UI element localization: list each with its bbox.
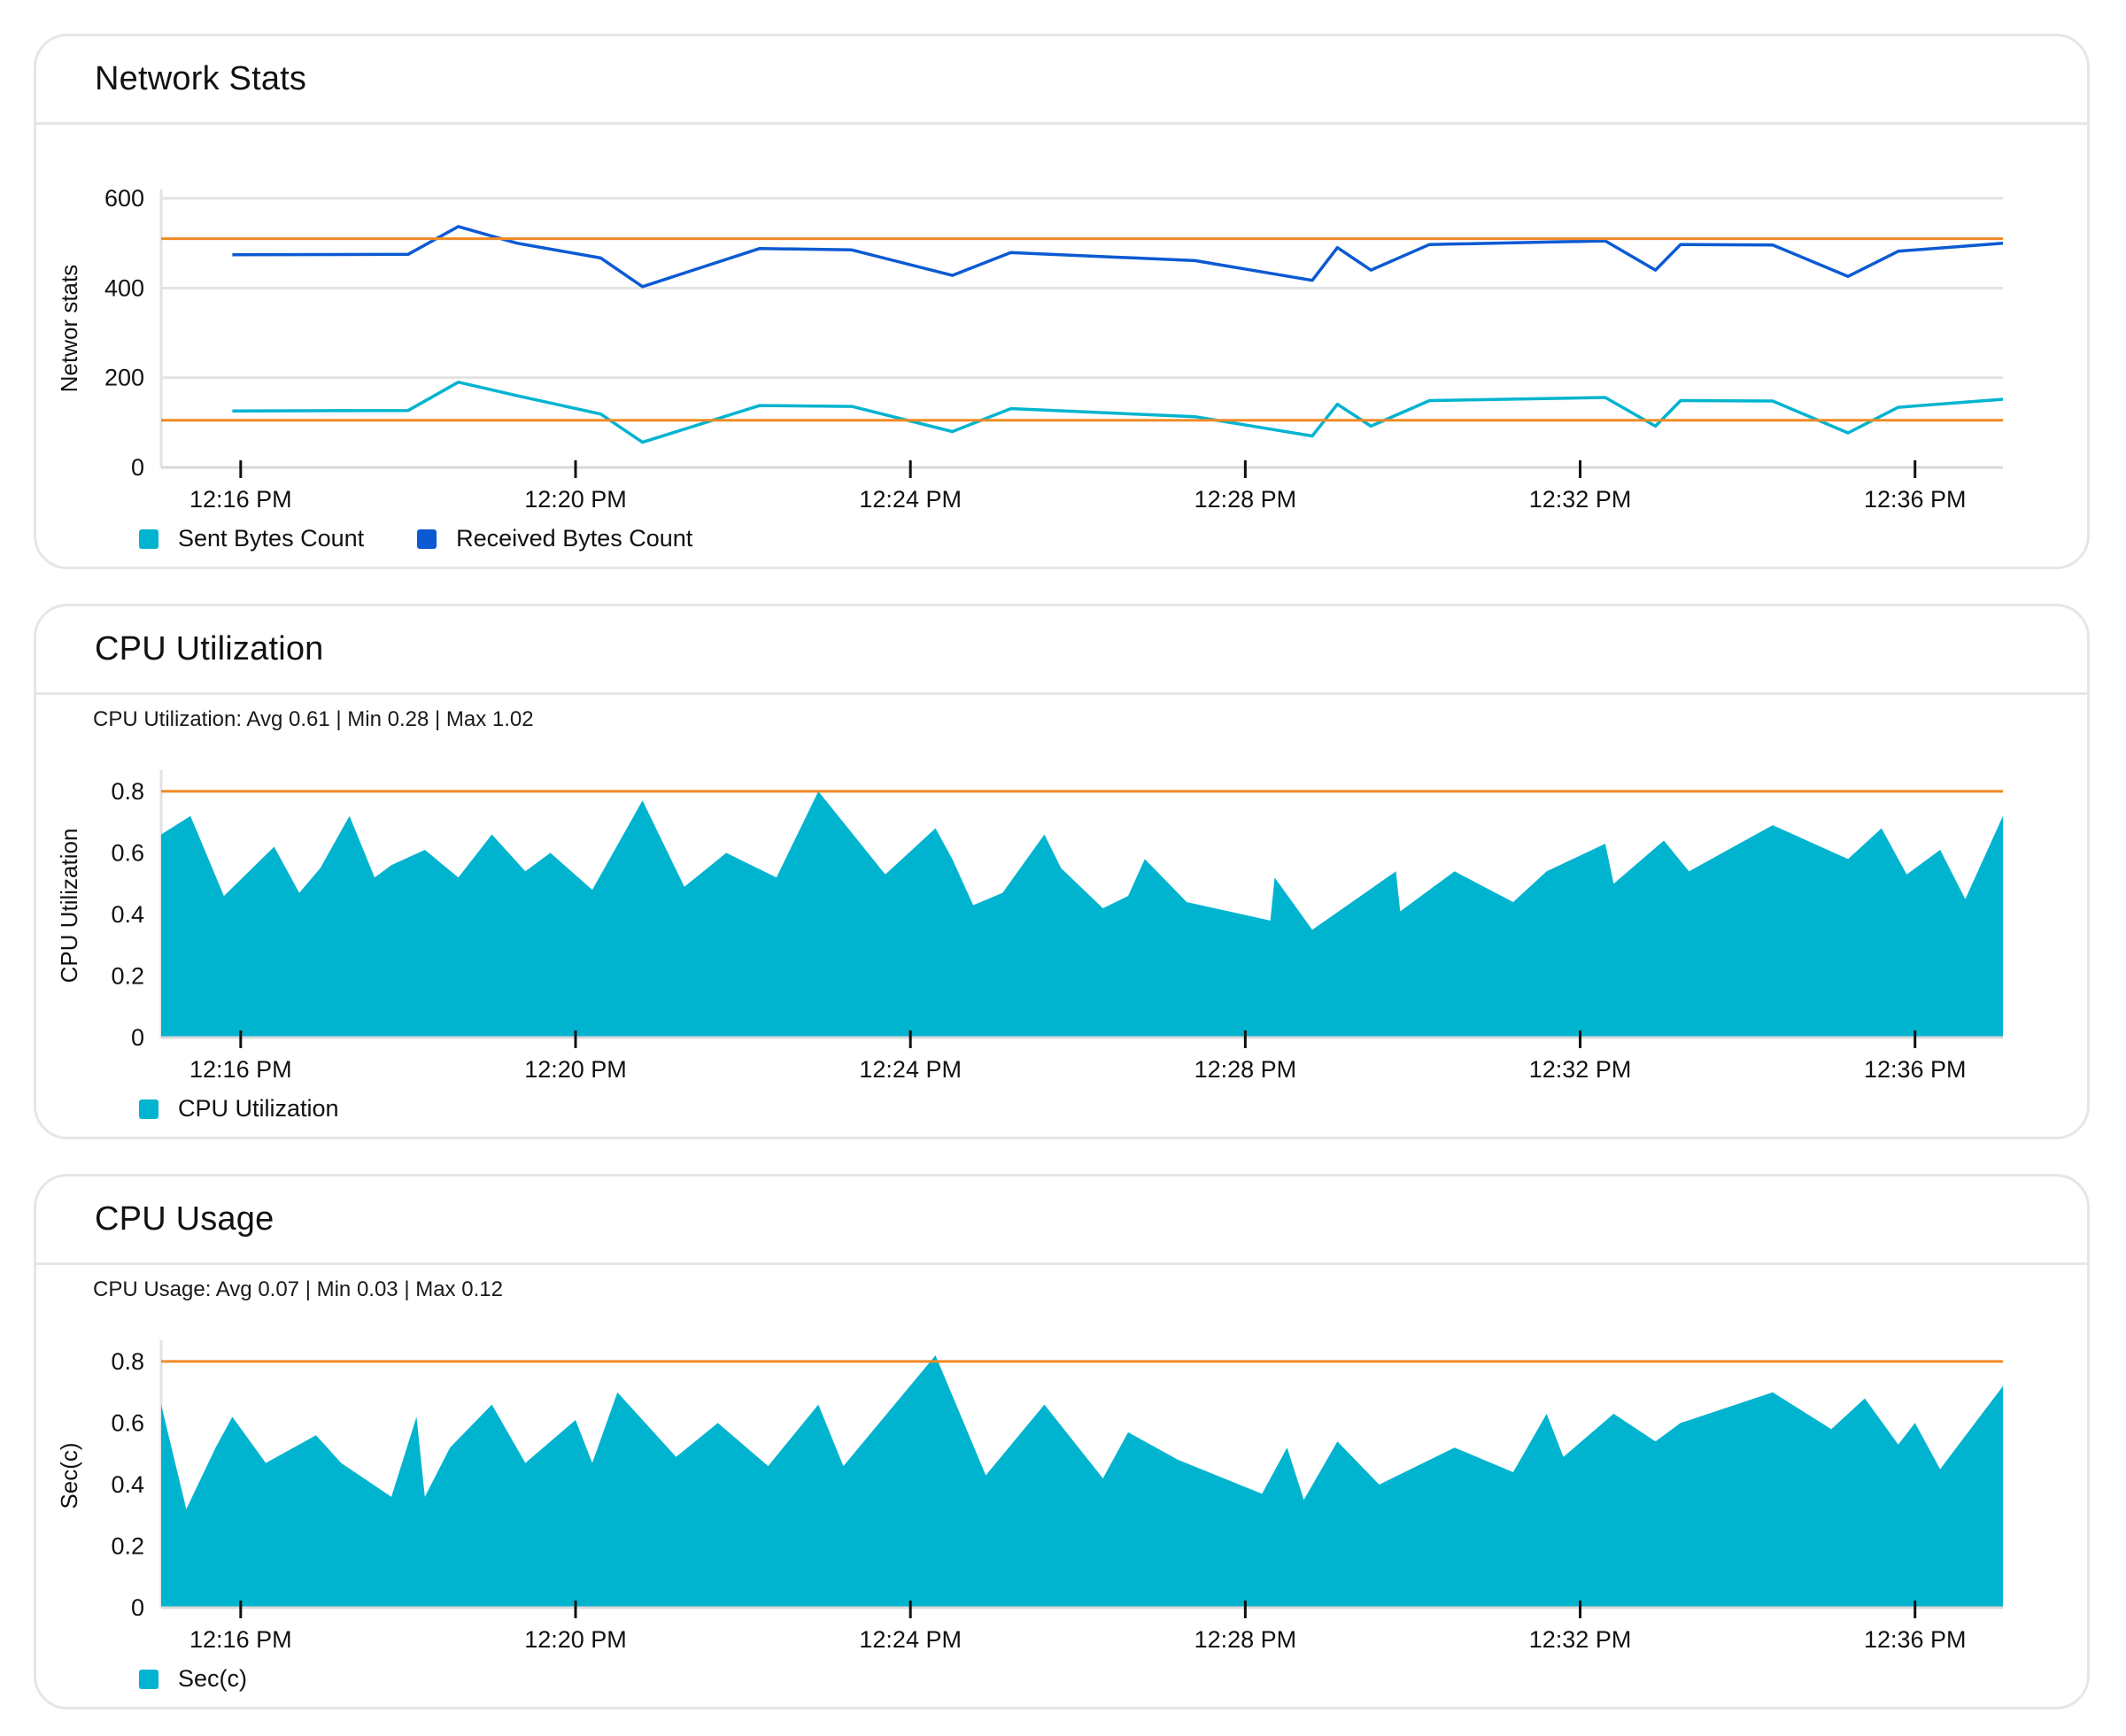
y-axis-title: Sec(c) xyxy=(56,1442,82,1508)
chart-legend: CPU Utilization xyxy=(139,1095,392,1123)
x-tick-label: 12:32 PM xyxy=(1529,1056,1632,1083)
network-stats-chart: 0 200 400 600 12:16 PM 12:20 PM 12:24 PM 12:28 … xyxy=(56,185,2004,513)
y-tick-label: 0.8 xyxy=(111,778,144,805)
x-tick-label: 12:24 PM xyxy=(859,1056,962,1083)
x-tick-label: 12:16 PM xyxy=(189,486,292,513)
y-tick-label: 0.2 xyxy=(111,962,144,989)
legend-label: Received Bytes Count xyxy=(456,525,693,552)
chart-legend: Sec(c) xyxy=(139,1665,300,1693)
y-tick-label: 0 xyxy=(131,1594,144,1621)
area-series xyxy=(161,1355,2003,1608)
y-tick-label: 0 xyxy=(131,454,144,481)
x-tick-label: 12:32 PM xyxy=(1529,1626,1632,1653)
card-header: CPU Utilization xyxy=(36,606,2087,695)
y-tick-label: 0 xyxy=(131,1024,144,1051)
legend-swatch xyxy=(139,529,158,549)
card-header: CPU Usage xyxy=(36,1177,2087,1265)
x-tick-label: 12:36 PM xyxy=(1864,1056,1967,1083)
x-tick-label: 12:24 PM xyxy=(859,1626,962,1653)
chart-legend: Sent Bytes Count Received Bytes Count xyxy=(139,525,746,552)
card-header: Network Stats xyxy=(36,36,2087,125)
y-tick-label: 0.2 xyxy=(111,1532,144,1559)
x-tick-label: 12:28 PM xyxy=(1194,1056,1297,1083)
line-series xyxy=(232,380,2004,444)
y-axis-title: CPU Utilization xyxy=(56,829,82,984)
x-tick-label: 12:16 PM xyxy=(189,1626,292,1653)
card-title: CPU Usage xyxy=(95,1200,274,1238)
x-tick-label: 12:32 PM xyxy=(1529,486,1632,513)
y-tick-label: 400 xyxy=(104,274,144,301)
legend-label: CPU Utilization xyxy=(178,1095,339,1122)
x-tick-label: 12:24 PM xyxy=(859,486,962,513)
legend-item-received-bytes[interactable]: Received Bytes Count xyxy=(417,525,692,552)
x-tick-label: 12:16 PM xyxy=(189,1056,292,1083)
y-axis-title: Networ stats xyxy=(56,265,82,393)
y-tick-label: 0.8 xyxy=(111,1348,144,1375)
chart-summary: CPU Usage: Avg 0.07 | Min 0.03 | Max 0.1… xyxy=(93,1277,503,1301)
legend-label: Sec(c) xyxy=(178,1665,248,1692)
legend-item-cpu-utilization[interactable]: CPU Utilization xyxy=(139,1095,339,1123)
x-tick-label: 12:20 PM xyxy=(524,486,627,513)
legend-swatch xyxy=(139,1099,158,1119)
y-tick-label: 0.4 xyxy=(111,1471,144,1498)
x-tick-label: 12:36 PM xyxy=(1864,1626,1967,1653)
card-title: Network Stats xyxy=(95,60,307,97)
x-tick-label: 12:20 PM xyxy=(524,1626,627,1653)
legend-item-sec-c[interactable]: Sec(c) xyxy=(139,1665,247,1693)
cpu-usage-card: CPU Usage CPU Usage: Avg 0.07 | Min 0.03… xyxy=(34,1174,2090,1709)
y-tick-label: 600 xyxy=(104,185,144,212)
line-series xyxy=(232,225,2004,289)
x-tick-label: 12:28 PM xyxy=(1194,486,1297,513)
chart-summary: CPU Utilization: Avg 0.61 | Min 0.28 | M… xyxy=(93,707,534,731)
card-title: CPU Utilization xyxy=(95,630,324,667)
network-stats-card: Network Stats 0 200 400 600 12:16 PM 12:20 PM… xyxy=(34,34,2090,569)
cpu-utilization-chart: 0 0.2 0.4 0.6 0.8 12:16 PM 12:20 PM 12:24 PM 12:… xyxy=(56,770,2003,1083)
legend-swatch xyxy=(139,1669,158,1689)
x-tick-label: 12:28 PM xyxy=(1194,1626,1297,1653)
cpu-utilization-card: CPU Utilization CPU Utilization: Avg 0.6… xyxy=(34,604,2090,1139)
y-tick-label: 200 xyxy=(104,365,144,391)
legend-swatch xyxy=(417,529,437,549)
cpu-usage-chart: 0 0.2 0.4 0.6 0.8 12:16 PM 12:20 PM 12:24 PM 12:… xyxy=(56,1340,2003,1653)
x-tick-label: 12:36 PM xyxy=(1864,486,1967,513)
y-tick-label: 0.6 xyxy=(111,839,144,866)
y-tick-label: 0.4 xyxy=(111,901,144,928)
y-tick-label: 0.6 xyxy=(111,1409,144,1436)
area-series xyxy=(161,791,2003,1038)
legend-label: Sent Bytes Count xyxy=(178,525,365,552)
x-tick-label: 12:20 PM xyxy=(524,1056,627,1083)
legend-item-sent-bytes[interactable]: Sent Bytes Count xyxy=(139,525,364,552)
